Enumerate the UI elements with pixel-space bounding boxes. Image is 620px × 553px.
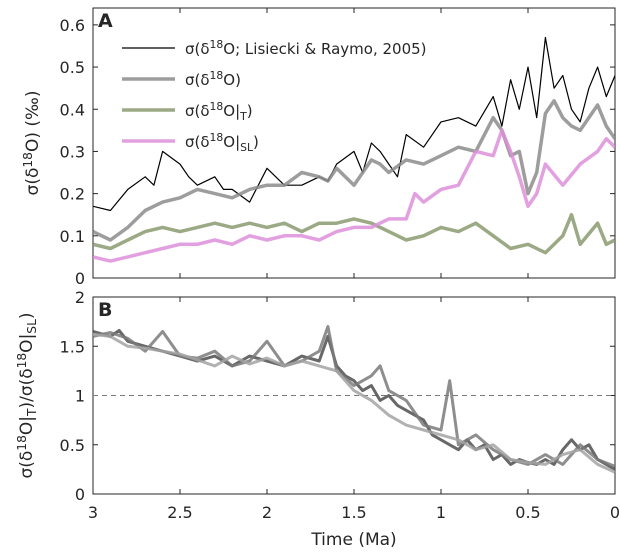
y-tick-label-a: 0 <box>75 269 85 288</box>
panel-label-a: A <box>98 10 113 32</box>
series-line-b-1 <box>93 325 615 468</box>
legend-label: σ(δ18O|SL) <box>185 131 259 154</box>
series-line-a-3 <box>93 128 615 263</box>
x-tick-label: 3 <box>88 503 98 522</box>
x-tick-label: 1 <box>436 503 446 522</box>
x-tick-label: 1.5 <box>341 503 366 522</box>
x-tick-label: 2 <box>262 503 272 522</box>
y-tick-label-b: 1 <box>75 387 85 406</box>
y-tick-label-a: 0.3 <box>60 142 85 161</box>
legend-label: σ(δ18O|T) <box>185 100 253 123</box>
x-tick-label: 0 <box>610 503 620 522</box>
y-tick-label-b: 1.5 <box>60 337 85 356</box>
y-tick-label-a: 0.4 <box>60 100 85 119</box>
series-line-a-0 <box>93 36 615 212</box>
y-tick-label-b: 2 <box>75 288 85 307</box>
series-line-a-1 <box>93 99 615 242</box>
y-tick-label-a: 0.5 <box>60 58 85 77</box>
y-tick-label-a: 0.1 <box>60 227 85 246</box>
x-tick-label: 2.5 <box>167 503 192 522</box>
legend-label: σ(δ18O) <box>185 69 241 89</box>
y-tick-label-b: 0 <box>75 485 85 504</box>
panel-a: 0 0.1 0.2 0.3 0.4 0.5 0.6 Aσ(δ18O) (‰) σ(δ18O; L… <box>21 7 616 288</box>
series-line-b-2 <box>93 332 615 474</box>
x-axis-label: Time (Ma) <box>310 530 396 550</box>
y-tick-label-a: 0.6 <box>60 16 85 35</box>
series-line-a-2 <box>93 212 615 255</box>
y-tick-label-a: 0.2 <box>60 185 85 204</box>
y-tick-label-b: 0.5 <box>60 436 85 455</box>
panel-label-b: B <box>98 299 112 321</box>
legend-label: σ(δ18O; Lisiecki & Raymo, 2005) <box>185 38 427 58</box>
panel-b: 0 0.5 1 1.5 2 3 2.5 2 1.5 1 0.5 0 Bσ(δ18O|T)/σ(δ18O|… <box>15 288 620 550</box>
x-tick-label: 0.5 <box>515 503 540 522</box>
y-axis-label-b: σ(δ18O|T)/σ(δ18O|SL) <box>15 312 39 478</box>
y-axis-label-a: σ(δ18O) (‰) <box>21 91 43 196</box>
series-line-b-0 <box>93 329 615 471</box>
